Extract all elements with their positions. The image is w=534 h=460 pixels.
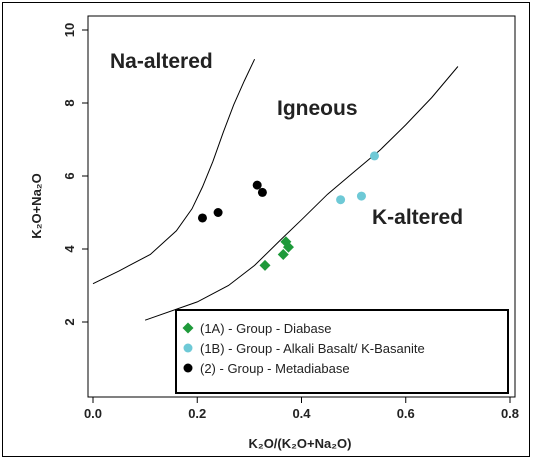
data-point-series-3 bbox=[197, 213, 207, 223]
y-tick-label: 2 bbox=[62, 318, 77, 325]
boundary-lines bbox=[92, 58, 459, 321]
figure-frame bbox=[2, 2, 530, 457]
y-tick-label: 4 bbox=[62, 245, 77, 253]
legend-entry-1b: (1B) - Group - Alkali Basalt/ K-Basanite bbox=[200, 341, 425, 356]
data-point-series-2 bbox=[369, 151, 379, 161]
legend-entry-1a: (1A) - Group - Diabase bbox=[200, 321, 332, 336]
x-tick-label: 0.6 bbox=[397, 406, 415, 421]
region-label-k-altered: K-altered bbox=[372, 206, 463, 229]
legend-marker-2 bbox=[183, 343, 193, 353]
x-tick-label: 0.8 bbox=[501, 406, 519, 421]
region-label-na-altered: Na-altered bbox=[110, 50, 213, 73]
y-tick-label: 10 bbox=[62, 23, 77, 37]
x-tick-label: 0.2 bbox=[188, 406, 206, 421]
legend-marker-3 bbox=[183, 363, 193, 373]
data-point-series-2 bbox=[356, 191, 366, 201]
legend: (1A) - Group - Diabase (1B) - Group - Al… bbox=[175, 309, 509, 394]
data-point-series-2 bbox=[336, 195, 346, 205]
y-axis-title: K₂O+Na₂O bbox=[29, 173, 44, 238]
x-tick-label: 0.4 bbox=[292, 406, 311, 421]
data-point-series-3 bbox=[252, 180, 262, 190]
y-tick-label: 6 bbox=[62, 172, 77, 179]
data-point-series-3 bbox=[213, 208, 223, 217]
data-point-series-1 bbox=[259, 259, 271, 271]
legend-box bbox=[175, 309, 509, 394]
na-altered-boundary-line bbox=[92, 58, 256, 285]
data-point-series-3 bbox=[257, 187, 267, 197]
x-axis: 0.0 0.2 0.4 0.6 0.8 bbox=[84, 397, 519, 421]
k-altered-boundary-line bbox=[144, 66, 459, 321]
x-axis-title: K₂O/(K₂O+Na₂O) bbox=[249, 436, 352, 451]
data-point-series-1 bbox=[282, 241, 294, 253]
data-point-series-1 bbox=[277, 248, 289, 260]
x-tick-label: 0.0 bbox=[84, 406, 102, 421]
region-label-igneous: Igneous bbox=[277, 97, 358, 120]
y-axis: 2 4 6 8 10 bbox=[62, 23, 88, 326]
data-points bbox=[197, 151, 379, 271]
legend-entry-2: (2) - Group - Metadiabase bbox=[200, 361, 350, 376]
y-tick-label: 8 bbox=[62, 99, 77, 106]
legend-marker-1 bbox=[182, 322, 194, 334]
